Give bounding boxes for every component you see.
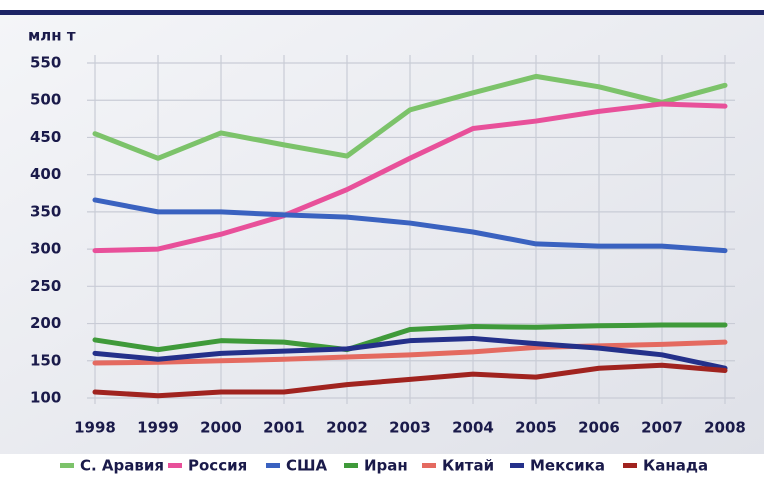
legend-label: Мексика <box>530 457 605 475</box>
y-tick-label: 550 <box>30 54 61 72</box>
y-tick-label: 200 <box>30 314 61 332</box>
x-tick-label: 1999 <box>137 419 179 437</box>
y-tick-label: 500 <box>30 91 61 109</box>
x-tick-label: 2004 <box>452 419 494 437</box>
x-tick-label: 1998 <box>74 419 116 437</box>
legend-label: США <box>286 457 328 475</box>
y-axis-label: млн т <box>28 27 76 45</box>
line-series <box>92 339 728 366</box>
line-series <box>92 101 728 254</box>
legend-label: Канада <box>643 457 708 475</box>
line-series <box>92 322 728 353</box>
line-series <box>92 73 728 161</box>
line-series <box>92 362 728 399</box>
line-series <box>92 335 728 371</box>
legend-swatch <box>344 463 358 468</box>
legend-label: С. Аравия <box>80 457 164 475</box>
x-tick-label: 2005 <box>515 419 557 437</box>
legend-label: Китай <box>442 457 494 475</box>
y-tick-label: 350 <box>30 202 61 220</box>
x-tick-label: 2002 <box>326 419 368 437</box>
line-series <box>92 197 728 254</box>
x-tick-label: 2000 <box>200 419 242 437</box>
top-bar <box>0 10 764 15</box>
x-tick-label: 2003 <box>389 419 431 437</box>
x-tick-label: 2007 <box>641 419 683 437</box>
y-tick-label: 450 <box>30 128 61 146</box>
y-tick-label: 150 <box>30 351 61 369</box>
y-tick-label: 400 <box>30 165 61 183</box>
background <box>0 14 764 454</box>
x-tick-label: 2006 <box>578 419 620 437</box>
legend-swatch <box>60 463 74 468</box>
y-tick-label: 100 <box>30 389 61 407</box>
x-tick-label: 2001 <box>263 419 305 437</box>
legend-label: Россия <box>188 457 247 475</box>
y-tick-label: 250 <box>30 277 61 295</box>
legend-swatch <box>168 463 182 468</box>
legend-swatch <box>422 463 436 468</box>
legend-swatch <box>510 463 524 468</box>
legend-swatch <box>266 463 280 468</box>
legend-label: Иран <box>364 457 408 475</box>
y-tick-label: 300 <box>30 240 61 258</box>
x-tick-label: 2008 <box>704 419 746 437</box>
legend-swatch <box>623 463 637 468</box>
